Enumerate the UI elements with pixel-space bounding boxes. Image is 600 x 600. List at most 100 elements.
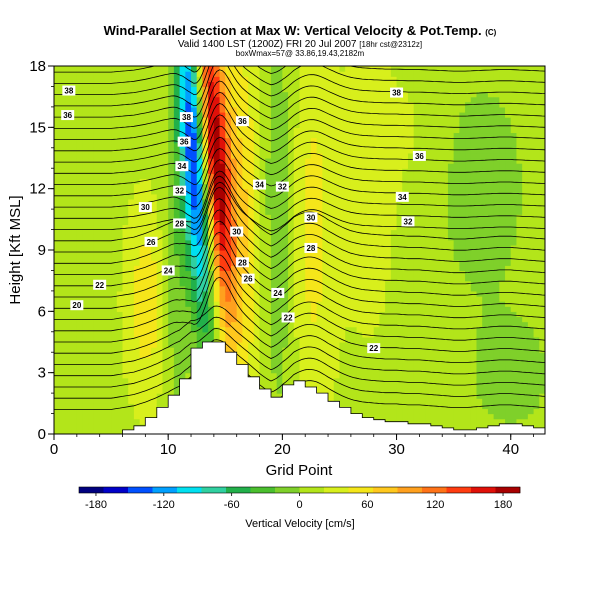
field-cell [447, 331, 455, 338]
field-cell [385, 117, 392, 123]
field-cell [350, 357, 358, 364]
field-cell [288, 163, 295, 169]
field-cell [282, 71, 289, 77]
field-cell [305, 239, 312, 246]
field-cell [430, 183, 438, 190]
field-cell [350, 260, 358, 266]
field-cell [430, 326, 438, 333]
field-cell [373, 132, 381, 139]
field-cell [373, 71, 381, 77]
field-cell [122, 152, 129, 159]
field-cell [179, 316, 186, 323]
field-cell [396, 301, 403, 307]
field-cell [430, 321, 438, 328]
field-cell [230, 158, 238, 164]
field-cell [385, 357, 392, 364]
field-cell [276, 158, 283, 164]
field-cell [88, 250, 95, 256]
field-cell [156, 127, 164, 134]
field-cell [436, 372, 443, 379]
field-cell [333, 290, 341, 297]
field-cell [168, 290, 175, 297]
field-cell [248, 76, 255, 82]
field-cell [305, 91, 312, 98]
field-cell [333, 244, 341, 251]
field-cell [379, 229, 386, 236]
field-cell [425, 183, 432, 190]
field-cell [396, 142, 403, 149]
field-cell [276, 357, 283, 364]
field-cell [151, 132, 158, 139]
field-cell [362, 398, 369, 404]
field-cell [151, 250, 158, 256]
field-cell [333, 296, 341, 302]
field-cell [122, 285, 129, 292]
field-cell [368, 96, 375, 103]
field-cell [202, 71, 209, 77]
field-cell [253, 117, 261, 123]
field-cell [396, 331, 403, 338]
field-cell [168, 372, 175, 379]
field-cell [368, 209, 375, 215]
field-cell [213, 193, 221, 200]
field-cell [208, 331, 215, 338]
field-cell [111, 122, 118, 128]
field-cell [385, 408, 392, 415]
field-cell [116, 260, 124, 266]
field-cell [162, 198, 169, 205]
field-cell [230, 173, 238, 180]
field-cell [236, 296, 244, 302]
field-cell [328, 96, 335, 103]
field-cell [430, 285, 438, 292]
field-cell [71, 178, 78, 185]
field-cell [379, 214, 386, 220]
field-cell [368, 122, 375, 128]
field-cell [71, 96, 78, 103]
field-cell [196, 147, 204, 154]
field-cell [442, 127, 449, 134]
field-cell [116, 250, 124, 256]
field-cell [151, 101, 158, 108]
field-cell [122, 418, 129, 425]
field-cell [333, 362, 341, 369]
field-cell [282, 66, 289, 72]
field-cell [373, 214, 381, 220]
field-cell [128, 326, 135, 333]
field-cell [76, 71, 84, 77]
field-cell [168, 250, 175, 256]
field-cell [396, 76, 403, 82]
field-cell [345, 158, 352, 164]
field-cell [219, 255, 226, 261]
field-cell [425, 101, 432, 108]
field-cell [379, 342, 386, 348]
field-cell [156, 362, 164, 369]
field-cell [168, 168, 175, 174]
field-cell [316, 117, 323, 123]
field-cell [71, 265, 78, 272]
field-cell [373, 239, 381, 246]
field-cell [191, 214, 198, 220]
field-cell [390, 336, 398, 343]
field-cell [419, 398, 426, 404]
field-cell [202, 214, 209, 220]
field-cell [248, 244, 255, 251]
field-cell [116, 142, 124, 149]
field-cell [293, 183, 301, 190]
field-cell [436, 367, 443, 374]
field-cell [322, 204, 329, 210]
field-cell [139, 198, 146, 205]
field-cell [425, 147, 432, 154]
field-cell [328, 255, 335, 261]
field-cell [133, 311, 141, 318]
field-cell [230, 219, 238, 226]
field-cell [76, 428, 84, 434]
field-cell [105, 377, 112, 384]
field-cell [225, 234, 232, 241]
field-cell [305, 342, 312, 348]
field-cell [350, 244, 358, 251]
field-cell [65, 188, 72, 195]
field-cell [236, 96, 244, 103]
field-cell [219, 204, 226, 210]
field-cell [276, 122, 283, 128]
field-cell [162, 76, 169, 82]
